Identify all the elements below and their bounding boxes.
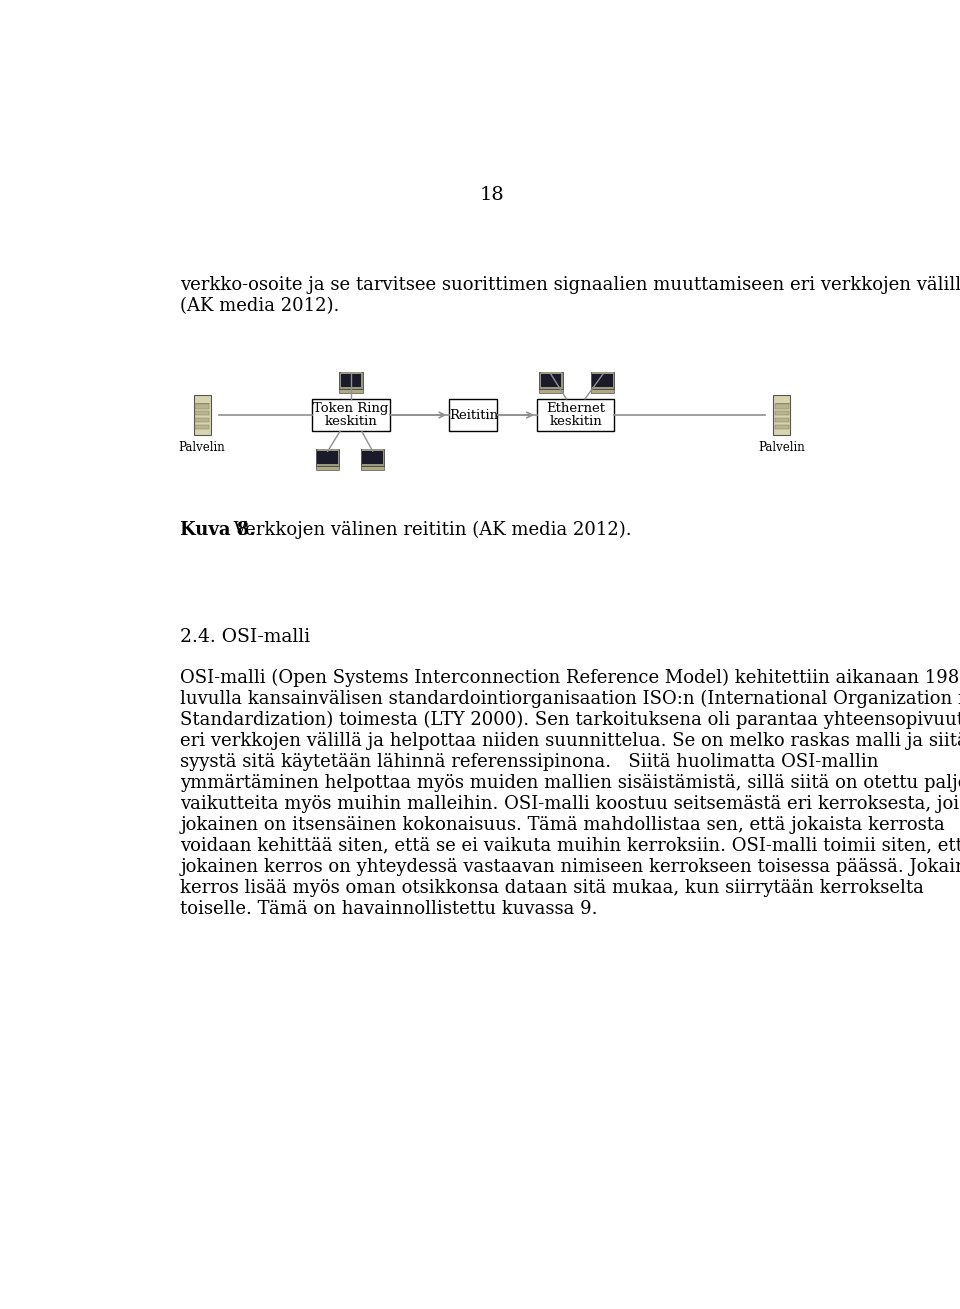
FancyBboxPatch shape — [591, 389, 614, 393]
Text: OSI-malli (Open Systems Interconnection Reference Model) kehitettiin aikanaan 19: OSI-malli (Open Systems Interconnection … — [180, 669, 960, 687]
Text: Verkkojen välinen reititin (AK media 2012).: Verkkojen välinen reititin (AK media 201… — [228, 521, 632, 539]
Text: verkko-osoite ja se tarvitsee suorittimen signaalien muuttamiseen eri verkkojen : verkko-osoite ja se tarvitsee suorittime… — [180, 276, 960, 295]
FancyBboxPatch shape — [592, 373, 613, 387]
FancyBboxPatch shape — [362, 450, 383, 465]
Text: keskitin: keskitin — [549, 415, 602, 428]
FancyBboxPatch shape — [361, 449, 384, 466]
FancyBboxPatch shape — [196, 425, 209, 429]
Text: voidaan kehittää siten, että se ei vaikuta muihin kerroksiin. OSI-malli toimii s: voidaan kehittää siten, että se ei vaiku… — [180, 836, 960, 855]
Text: Ethernet: Ethernet — [546, 402, 605, 415]
FancyBboxPatch shape — [339, 389, 363, 393]
FancyBboxPatch shape — [775, 404, 788, 408]
FancyBboxPatch shape — [318, 450, 338, 465]
FancyBboxPatch shape — [196, 411, 209, 415]
Text: Token Ring: Token Ring — [313, 402, 389, 415]
FancyBboxPatch shape — [339, 372, 363, 389]
Text: vaikutteita myös muihin malleihin. OSI-malli koostuu seitsemästä eri kerroksesta: vaikutteita myös muihin malleihin. OSI-m… — [180, 795, 960, 813]
FancyBboxPatch shape — [449, 399, 497, 431]
Text: Palvelin: Palvelin — [179, 441, 226, 454]
FancyBboxPatch shape — [775, 425, 788, 429]
FancyBboxPatch shape — [316, 466, 339, 470]
FancyBboxPatch shape — [540, 372, 563, 389]
Text: toiselle. Tämä on havainnollistettu kuvassa 9.: toiselle. Tämä on havainnollistettu kuva… — [180, 899, 598, 918]
Text: keskitin: keskitin — [324, 415, 377, 428]
Text: 18: 18 — [480, 186, 504, 204]
FancyBboxPatch shape — [591, 372, 614, 389]
FancyBboxPatch shape — [196, 419, 209, 423]
FancyBboxPatch shape — [774, 395, 790, 436]
FancyBboxPatch shape — [775, 419, 788, 423]
Text: Palvelin: Palvelin — [758, 441, 805, 454]
Text: jokainen on itsensäinen kokonaisuus. Tämä mahdollistaa sen, että jokaista kerros: jokainen on itsensäinen kokonaisuus. Täm… — [180, 816, 946, 834]
FancyBboxPatch shape — [540, 373, 562, 387]
FancyBboxPatch shape — [194, 395, 210, 436]
Text: jokainen kerros on yhteydessä vastaavan nimiseen kerrokseen toisessa päässä. Jok: jokainen kerros on yhteydessä vastaavan … — [180, 857, 960, 876]
Text: eri verkkojen välillä ja helpottaa niiden suunnittelua. Se on melko raskas malli: eri verkkojen välillä ja helpottaa niide… — [180, 732, 960, 750]
FancyBboxPatch shape — [361, 466, 384, 470]
Text: Kuva 8.: Kuva 8. — [180, 521, 256, 538]
FancyBboxPatch shape — [196, 404, 209, 408]
Text: syystä sitä käytetään lähinnä referenssipinona.   Siitä huolimatta OSI-mallin: syystä sitä käytetään lähinnä referenssi… — [180, 753, 879, 771]
Text: Reititin: Reititin — [449, 408, 498, 421]
FancyBboxPatch shape — [540, 389, 563, 393]
FancyBboxPatch shape — [316, 449, 339, 466]
Text: ymmärtäminen helpottaa myös muiden mallien sisäistämistä, sillä siitä on otettu : ymmärtäminen helpottaa myös muiden malli… — [180, 774, 960, 792]
FancyBboxPatch shape — [537, 399, 614, 431]
Text: luvulla kansainvälisen standardointiorganisaation ISO:n (International Organizat: luvulla kansainvälisen standardointiorga… — [180, 690, 960, 708]
Text: Standardization) toimesta (LTY 2000). Sen tarkoituksena oli parantaa yhteensopiv: Standardization) toimesta (LTY 2000). Se… — [180, 711, 960, 729]
Text: 2.4. OSI-malli: 2.4. OSI-malli — [180, 628, 311, 647]
FancyBboxPatch shape — [775, 411, 788, 415]
FancyBboxPatch shape — [341, 373, 361, 387]
Text: (AK media 2012).: (AK media 2012). — [180, 297, 340, 315]
Text: kerros lisää myös oman otsikkonsa dataan sitä mukaa, kun siirrytään kerrokselta: kerros lisää myös oman otsikkonsa dataan… — [180, 878, 924, 897]
FancyBboxPatch shape — [312, 399, 390, 431]
